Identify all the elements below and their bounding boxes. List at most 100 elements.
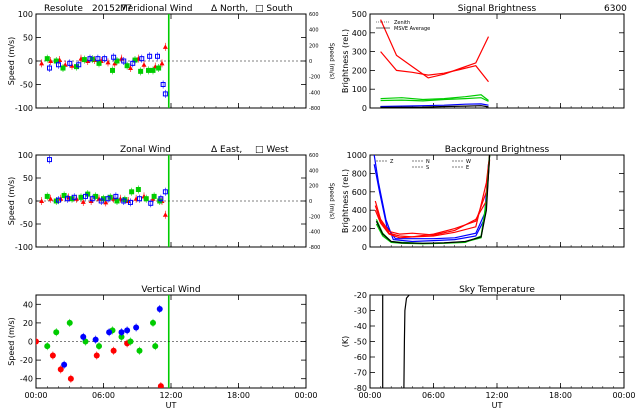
meridional-ytick-right-label-0: -800 [309, 106, 320, 112]
meridional-ylabel-right: Speed (m/s) [328, 43, 335, 79]
background-ytick-label-3: 600 [352, 188, 367, 197]
background-ytick-label-0: 0 [362, 243, 367, 252]
background-series-4 [374, 155, 491, 239]
zonal-legend-1: □ West [255, 145, 289, 155]
signal-ytick-label-5: 500 [352, 10, 367, 19]
meridional-ytick-label-4: 100 [18, 10, 33, 19]
skytemp-ytick-label-6: -20 [354, 291, 367, 300]
background-legend-4: E [466, 165, 469, 171]
background-legend-3: W [466, 159, 471, 165]
vertical-ylabel: Speed (m/s) [7, 317, 16, 366]
meridional-ytick-right-label-4: 200 [309, 43, 319, 49]
zonal-ytick-right-label-0: -800 [309, 245, 320, 251]
zonal-panel: Zonal Wind Δ East, □ West -100 -50 0 50 100 -800… [7, 145, 335, 252]
signal-title-right: 6300 [604, 4, 627, 14]
signal-ytick-label-2: 200 [352, 66, 367, 75]
background-ytick-label-5: 1000 [347, 151, 367, 160]
meridional-ytick-label-2: 0 [28, 57, 33, 66]
background-ylabel: Brightness (rel.) [341, 169, 350, 233]
signal-series-5 [380, 105, 489, 108]
vertical-xtick-label-4: 00:00 [294, 391, 317, 400]
skytemp-plot-area [382, 295, 410, 388]
skytemp-ytick-label-5: -30 [354, 307, 367, 316]
vertical-xlabel: UT [166, 401, 177, 410]
background-legend-2: S [426, 165, 429, 171]
background-plot-area [373, 155, 491, 245]
skytemp-ylabel: (K) [341, 336, 350, 348]
zonal-ytick-label-2: 0 [28, 197, 33, 206]
meridional-ytick-label-1: -50 [20, 81, 33, 90]
skytemp-ytick-label-2: -60 [354, 353, 367, 362]
vertical-xtick-label-2: 12:00 [159, 391, 182, 400]
zonal-title: Zonal Wind [120, 145, 171, 155]
skytemp-ytick-label-0: -80 [354, 384, 367, 393]
meridional-ytick-right-label-2: -200 [309, 75, 320, 81]
vertical-plot-area [36, 304, 306, 396]
meridional-ytick-right-label-6: 600 [309, 12, 319, 18]
zonal-ytick-right-label-4: 200 [309, 184, 319, 190]
signal-ytick-label-4: 400 [352, 29, 367, 38]
background-series-6 [375, 155, 491, 245]
panels: Meridional Wind Δ North, □ South -100 -50 0 50… [7, 4, 636, 410]
signal-title: Signal Brightness [458, 4, 537, 14]
meridional-ytick-label-3: 50 [23, 34, 33, 43]
zonal-ytick-label-3: 50 [23, 174, 33, 183]
signal-plot-area [380, 19, 490, 108]
skytemp-xtick-label-4: 00:00 [612, 391, 635, 400]
meridional-ylabel: Speed (m/s) [7, 37, 16, 86]
meridional-ytick-right-label-1: -400 [309, 90, 320, 96]
vertical-panel: Vertical Wind -40 -20 0 20 40 00:00 06:00 12:00 1… [7, 285, 318, 410]
skytemp-ytick-label-3: -50 [354, 338, 367, 347]
signal-panel: Signal Brightness 6300 0 100 200 300 400 500 Bri… [341, 4, 627, 113]
site-label: Resolute [44, 4, 83, 14]
zonal-ytick-right-label-1: -400 [309, 230, 320, 236]
meridional-ytick-right-label-5: 400 [309, 28, 319, 34]
skytemp-xtick-label-3: 18:00 [549, 391, 572, 400]
meridional-legend-0: Δ North, [211, 4, 248, 14]
vertical-title: Vertical Wind [141, 285, 200, 295]
signal-series-2 [380, 94, 489, 101]
background-ytick-label-1: 200 [352, 225, 367, 234]
signal-ytick-label-1: 100 [352, 85, 367, 94]
signal-series-1 [380, 51, 489, 83]
vertical-ytick-label-4: 40 [23, 300, 33, 309]
signal-ytick-label-3: 300 [352, 48, 367, 57]
vertical-ytick-label-2: 0 [28, 338, 33, 347]
zonal-legend-0: Δ East, [211, 145, 242, 155]
signal-legend-1: MSVE Average [394, 26, 430, 32]
meridional-title: Meridional Wind [120, 4, 192, 14]
vertical-xtick-label-1: 06:00 [92, 391, 115, 400]
zonal-ylabel-right: Speed (m/s) [328, 183, 335, 219]
background-series-1 [373, 155, 491, 240]
vertical-ytick-label-1: -20 [20, 356, 33, 365]
skytemp-xtick-label-1: 06:00 [422, 391, 445, 400]
meridional-ytick-label-0: -100 [15, 104, 33, 113]
background-ytick-label-4: 800 [352, 169, 367, 178]
skytemp-series-1 [403, 295, 410, 388]
background-title: Background Brightness [445, 145, 550, 155]
signal-series-0 [380, 19, 490, 79]
skytemp-xtick-label-2: 12:00 [485, 391, 508, 400]
skytemp-xlabel: UT [492, 401, 503, 410]
vertical-ytick-label-0: -40 [20, 375, 33, 384]
skytemp-ytick-label-1: -70 [354, 369, 367, 378]
background-series-2 [374, 159, 491, 236]
skytemp-title: Sky Temperature [459, 285, 535, 295]
vertical-point-0-8 [149, 390, 155, 396]
meridional-legend-1: □ South [255, 4, 293, 14]
vertical-point-0-0 [36, 338, 39, 345]
zonal-ylabel: Speed (m/s) [7, 177, 16, 226]
signal-ylabel: Brightness (rel.) [341, 29, 350, 93]
zonal-ytick-label-0: -100 [15, 243, 33, 252]
background-legend-0: Z [390, 159, 394, 165]
zonal-ytick-right-label-5: 400 [309, 168, 319, 174]
signal-ytick-label-0: 0 [362, 104, 367, 113]
zonal-ytick-right-label-2: -200 [309, 214, 320, 220]
background-series-7 [375, 155, 491, 244]
vertical-point-0-7 [139, 390, 145, 396]
signal-legend-0: Zenith [394, 20, 410, 26]
date-code-label: 2015277 [92, 4, 132, 14]
zonal-ytick-label-4: 100 [18, 151, 33, 160]
signal-series-4 [380, 103, 489, 108]
background-series-3 [374, 155, 491, 238]
